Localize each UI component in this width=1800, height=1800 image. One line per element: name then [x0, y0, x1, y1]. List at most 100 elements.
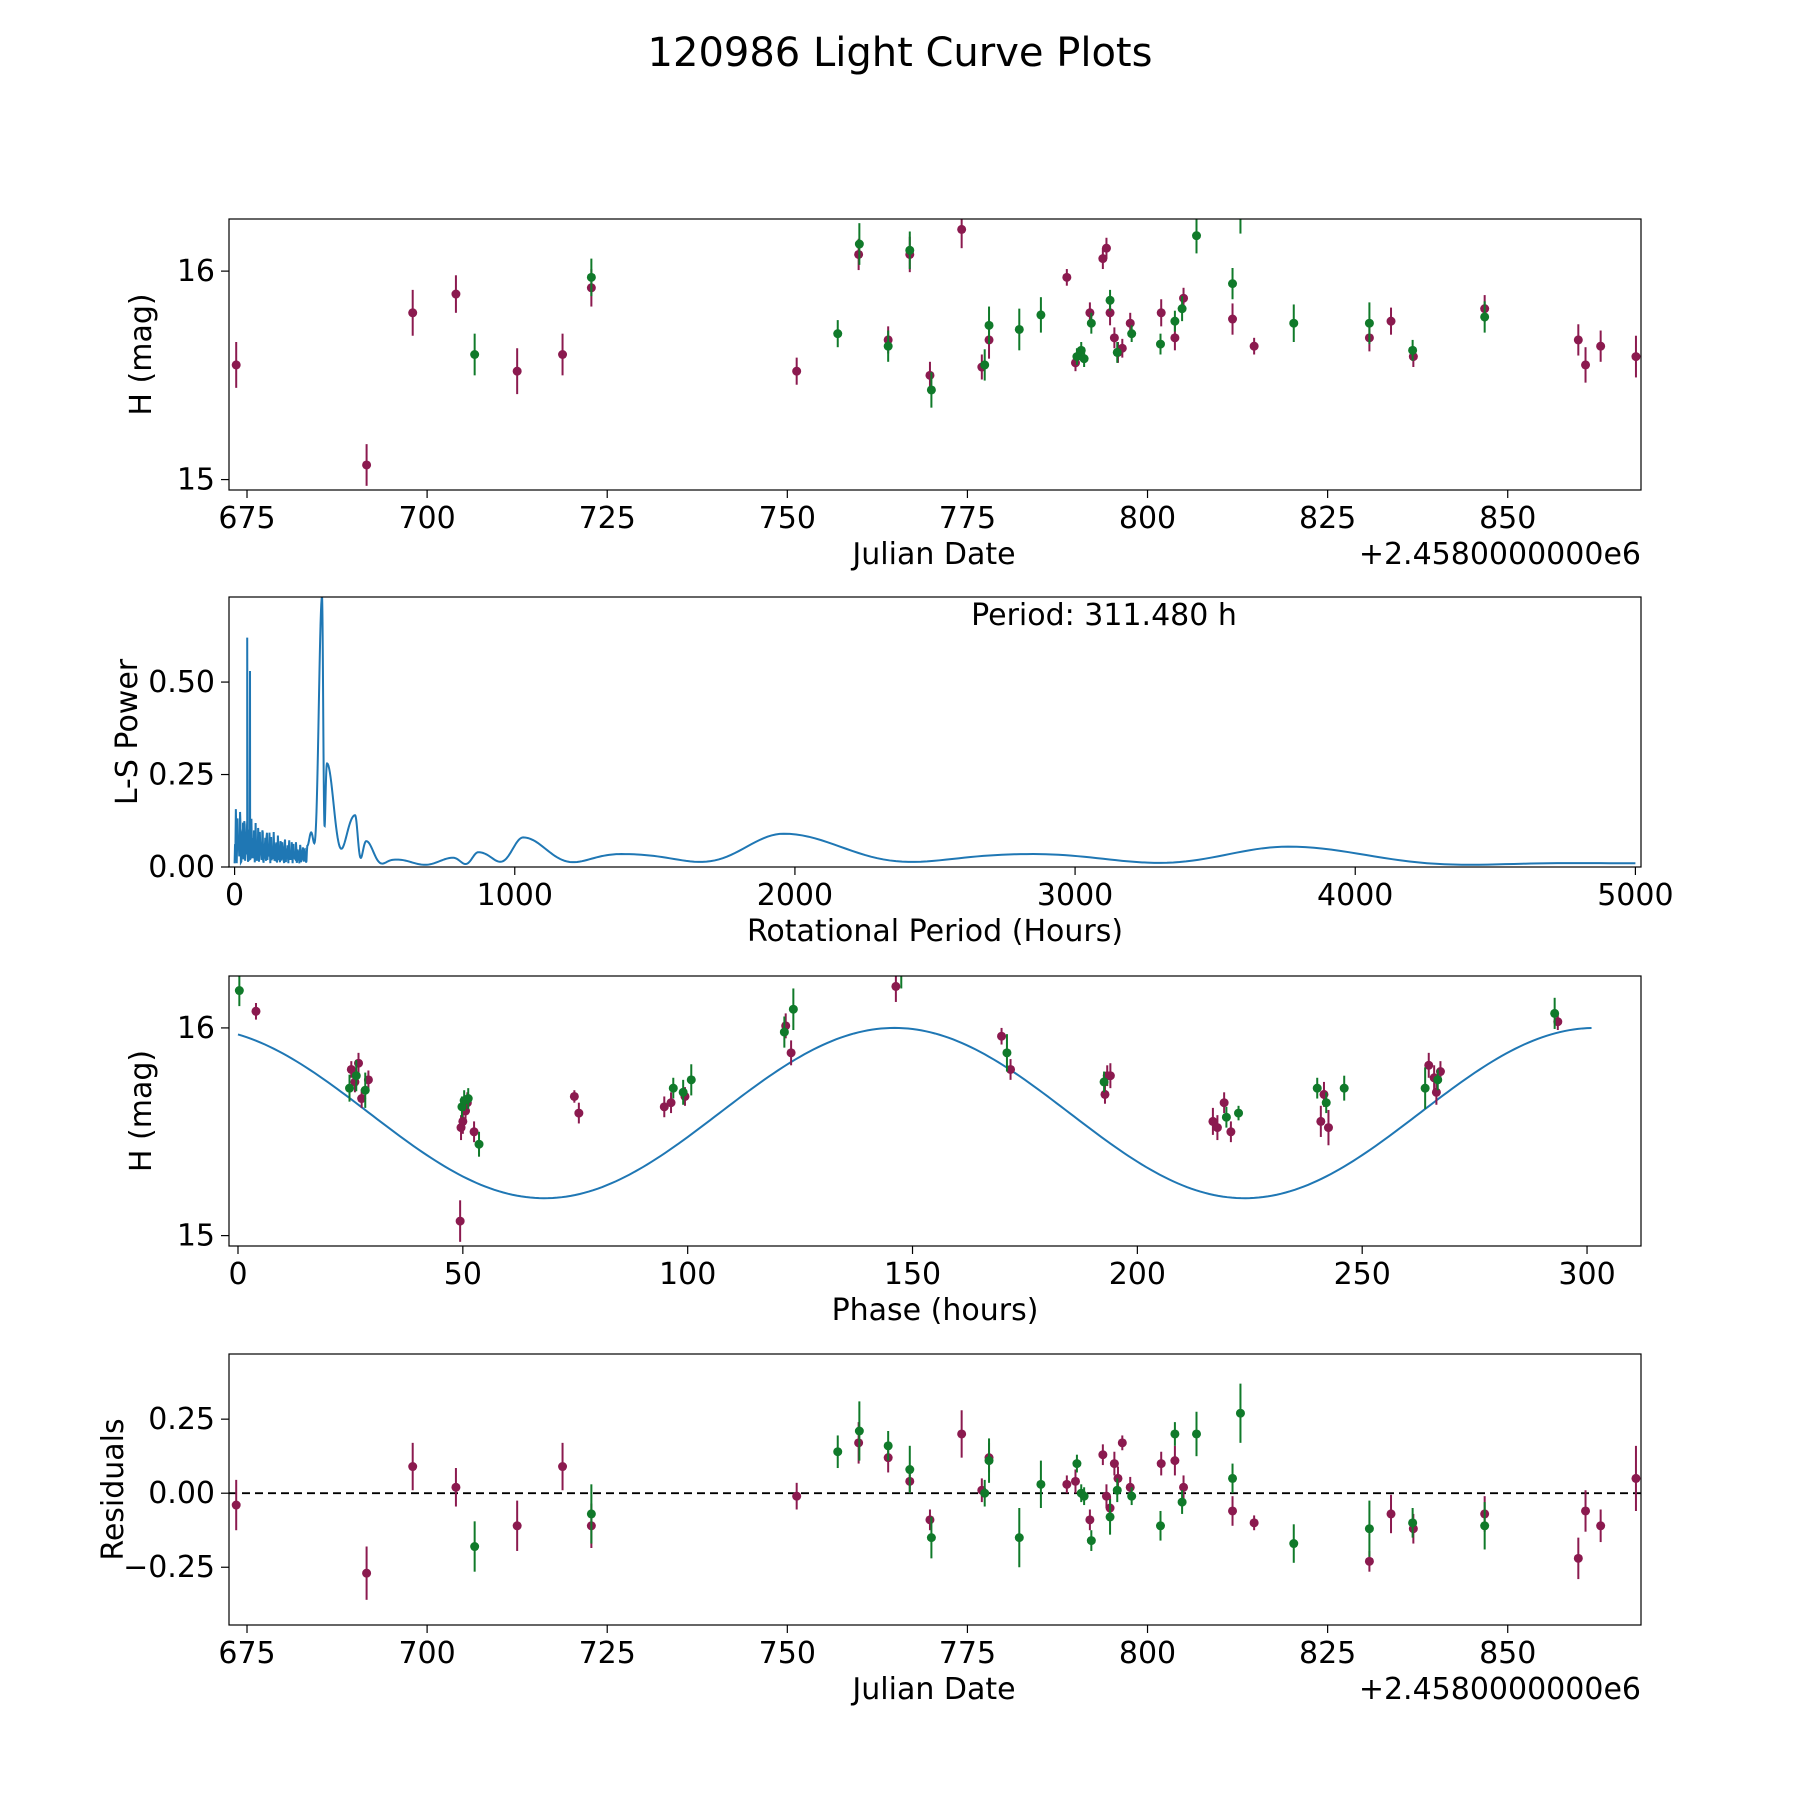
y-axis-label: H (mag) [124, 1050, 159, 1172]
data-point [470, 1542, 480, 1552]
data-point [1321, 1098, 1331, 1108]
data-point [891, 981, 901, 991]
data-point [451, 1482, 461, 1492]
data-point [408, 1462, 418, 1472]
data-point [1098, 254, 1108, 264]
data-point [1125, 1482, 1135, 1492]
data-point [1339, 1083, 1349, 1093]
data-point [1289, 318, 1299, 328]
x-tick-label: 825 [1299, 501, 1356, 536]
x-axis-label: Julian Date [850, 537, 1015, 572]
data-point [779, 1027, 789, 1037]
data-point [1212, 1123, 1222, 1133]
y-tick-label: 15 [177, 1219, 215, 1254]
y-tick-label: 0.25 [148, 1402, 215, 1437]
plot-area [234, 976, 1592, 1242]
data-point [345, 1083, 355, 1093]
data-point [1014, 324, 1024, 334]
data-point [666, 1098, 676, 1108]
data-point [346, 1064, 356, 1074]
data-point [1228, 279, 1238, 289]
data-point [1228, 1473, 1238, 1483]
data-point [1235, 1408, 1245, 1418]
data-point [792, 1491, 802, 1501]
data-point [451, 289, 461, 299]
data-point [788, 1004, 798, 1014]
data-point [1072, 1459, 1082, 1469]
x-tick-label: 825 [1299, 1636, 1356, 1671]
data-point [1155, 1521, 1165, 1531]
x-axis-label: Phase (hours) [832, 1293, 1039, 1328]
periodogram-line [233, 597, 1636, 866]
data-point [1127, 329, 1137, 339]
plot-area [231, 219, 1641, 486]
data-point [905, 1465, 915, 1475]
data-point [1364, 1556, 1374, 1566]
data-point [905, 245, 915, 255]
x-tick-label: 800 [1119, 501, 1176, 536]
data-point [1480, 1521, 1490, 1531]
data-point [984, 1456, 994, 1466]
y-axis-label: Residuals [96, 1418, 131, 1560]
series-filter-b [470, 1383, 1490, 1572]
data-point [1433, 1075, 1443, 1085]
data-point [925, 1515, 935, 1525]
data-point [474, 1139, 484, 1149]
data-point [1099, 1077, 1109, 1087]
plot-frame [228, 218, 1642, 491]
x-tick-label: 5000 [1597, 878, 1673, 913]
data-point [574, 1108, 584, 1118]
data-point [1036, 1479, 1046, 1489]
data-point [1105, 308, 1115, 318]
data-point [926, 1533, 936, 1543]
data-point [455, 1216, 465, 1226]
data-point [231, 1500, 241, 1510]
plot-area [229, 1383, 1641, 1600]
data-point [463, 1094, 473, 1104]
plot-frame [228, 975, 1642, 1247]
data-point [957, 1429, 967, 1439]
plot-area [233, 597, 1636, 866]
fit-curve [237, 1026, 1592, 1200]
data-point [1550, 1008, 1560, 1018]
data-point [1156, 1459, 1166, 1469]
data-point [558, 1462, 568, 1472]
data-point [1177, 1497, 1187, 1507]
data-point [1581, 1506, 1591, 1516]
data-point [854, 1426, 864, 1436]
data-point [351, 1071, 361, 1081]
data-point [1228, 1506, 1238, 1516]
data-point [1573, 1553, 1583, 1563]
data-point [678, 1087, 688, 1097]
data-point [1155, 339, 1165, 349]
data-point [1596, 1521, 1606, 1531]
data-point [1408, 345, 1418, 355]
data-point [1179, 1482, 1189, 1492]
data-point [1177, 304, 1187, 314]
data-point [1192, 231, 1202, 241]
data-point [1014, 1533, 1024, 1543]
data-point [1006, 1064, 1016, 1074]
x-tick-label: 4000 [1317, 878, 1393, 913]
data-point [1105, 1071, 1115, 1081]
data-point [883, 341, 893, 351]
data-point [980, 1488, 990, 1498]
data-point [470, 350, 480, 359]
x-tick-label: 850 [1479, 1636, 1536, 1671]
data-point [1112, 347, 1122, 357]
data-point [1480, 312, 1490, 322]
data-point [586, 272, 596, 282]
data-point [1062, 1479, 1072, 1489]
x-tick-label: 725 [579, 1636, 636, 1671]
data-point [1364, 1524, 1374, 1534]
y-tick-label: 0.50 [148, 665, 215, 700]
x-tick-label: 200 [1109, 1257, 1166, 1292]
data-point [833, 1447, 843, 1457]
x-tick-label: 300 [1558, 1257, 1615, 1292]
x-tick-label: 750 [759, 1636, 816, 1671]
x-tick-label: 675 [218, 1636, 275, 1671]
data-point [1170, 1456, 1180, 1466]
data-point [1101, 243, 1111, 253]
